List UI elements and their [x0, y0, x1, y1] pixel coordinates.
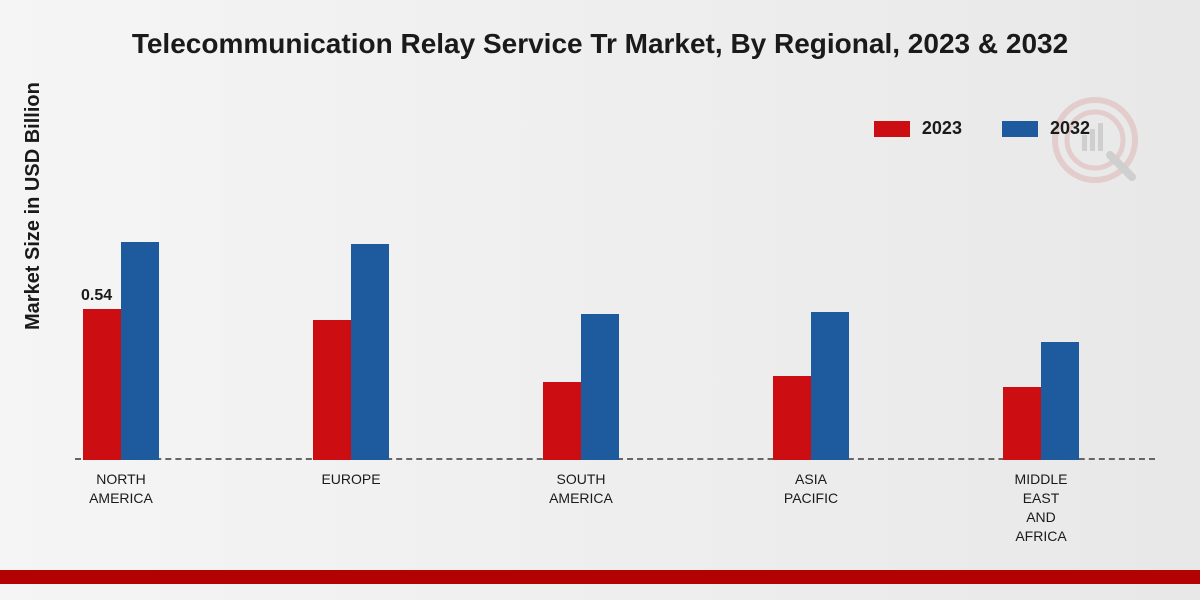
bar-value-label: 0.54 [81, 287, 112, 305]
bar-group [773, 312, 849, 460]
chart-title: Telecommunication Relay Service Tr Marke… [0, 28, 1200, 60]
x-tick-label: EUROPE [281, 470, 421, 489]
bar [83, 309, 121, 460]
bar [543, 382, 581, 460]
bar [773, 376, 811, 460]
bar-group [83, 242, 159, 460]
bar [351, 244, 389, 460]
bar [1003, 387, 1041, 460]
bar [811, 312, 849, 460]
bar [581, 314, 619, 460]
bar-group [543, 314, 619, 460]
y-axis-label: Market Size in USD Billion [22, 82, 45, 330]
bar [1041, 342, 1079, 460]
bar-group [1003, 342, 1079, 460]
plot-area: 0.54 [75, 180, 1155, 460]
legend-swatch-2023 [874, 121, 910, 137]
x-tick-label: NORTH AMERICA [51, 470, 191, 508]
legend-label-2032: 2032 [1050, 118, 1090, 139]
x-tick-label: SOUTH AMERICA [511, 470, 651, 508]
legend-swatch-2032 [1002, 121, 1038, 137]
legend-label-2023: 2023 [922, 118, 962, 139]
legend: 2023 2032 [874, 118, 1090, 139]
bar-group [313, 244, 389, 460]
x-tick-label: MIDDLE EAST AND AFRICA [971, 470, 1111, 546]
legend-item-2023: 2023 [874, 118, 962, 139]
bar [313, 320, 351, 460]
bar [121, 242, 159, 460]
watermark-logo [1050, 95, 1140, 190]
x-tick-label: ASIA PACIFIC [741, 470, 881, 508]
footer-accent-bar [0, 570, 1200, 584]
legend-item-2032: 2032 [1002, 118, 1090, 139]
